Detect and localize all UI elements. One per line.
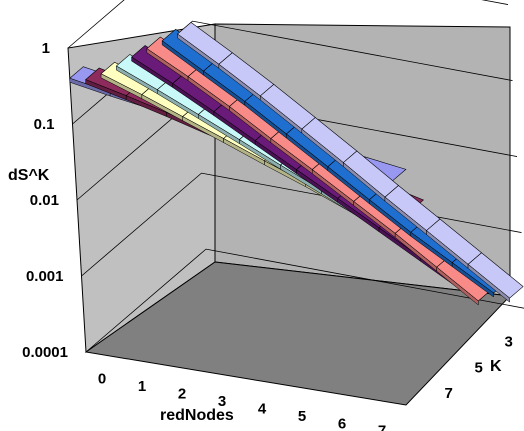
x-tick-labels: 0 1 2 3 4 5 6 7 xyxy=(98,371,386,431)
y-tick-label: 0.1 xyxy=(34,116,55,133)
x-axis-title: redNodes xyxy=(160,407,234,424)
x-tick-label: 7 xyxy=(378,423,386,431)
series-k8 xyxy=(177,22,524,303)
x-tick-label: 2 xyxy=(178,386,186,403)
ribbons xyxy=(69,22,524,306)
y-tick-label: 1 xyxy=(42,40,50,57)
z-tick-label: 5 xyxy=(475,359,483,376)
ribbon-edge xyxy=(467,263,510,303)
x-tick-label: 6 xyxy=(338,415,346,431)
z-axis-title: K xyxy=(490,358,502,375)
z-tick-labels: 1357 xyxy=(445,334,513,402)
y-tick-label: 0.01 xyxy=(30,192,59,209)
z-tick-label: 7 xyxy=(445,385,453,402)
z-tick-label: 3 xyxy=(505,334,513,351)
y-tick-label: 0.0001 xyxy=(22,344,68,361)
ribbon-edge xyxy=(436,266,479,306)
gridline xyxy=(67,0,509,49)
x-tick-label: 3 xyxy=(218,393,226,410)
y-tick-labels: 1 0.1 0.01 0.001 0.0001 xyxy=(22,40,68,361)
x-tick-label: 1 xyxy=(138,378,146,395)
x-tick-label: 4 xyxy=(258,400,267,417)
y-axis-title: dS^K xyxy=(8,167,50,184)
x-tick-label: 0 xyxy=(98,371,106,388)
ribbon-edge xyxy=(451,262,494,298)
gridline xyxy=(85,248,524,353)
x-tick-label: 5 xyxy=(298,408,306,425)
y-tick-label: 0.001 xyxy=(26,268,64,285)
